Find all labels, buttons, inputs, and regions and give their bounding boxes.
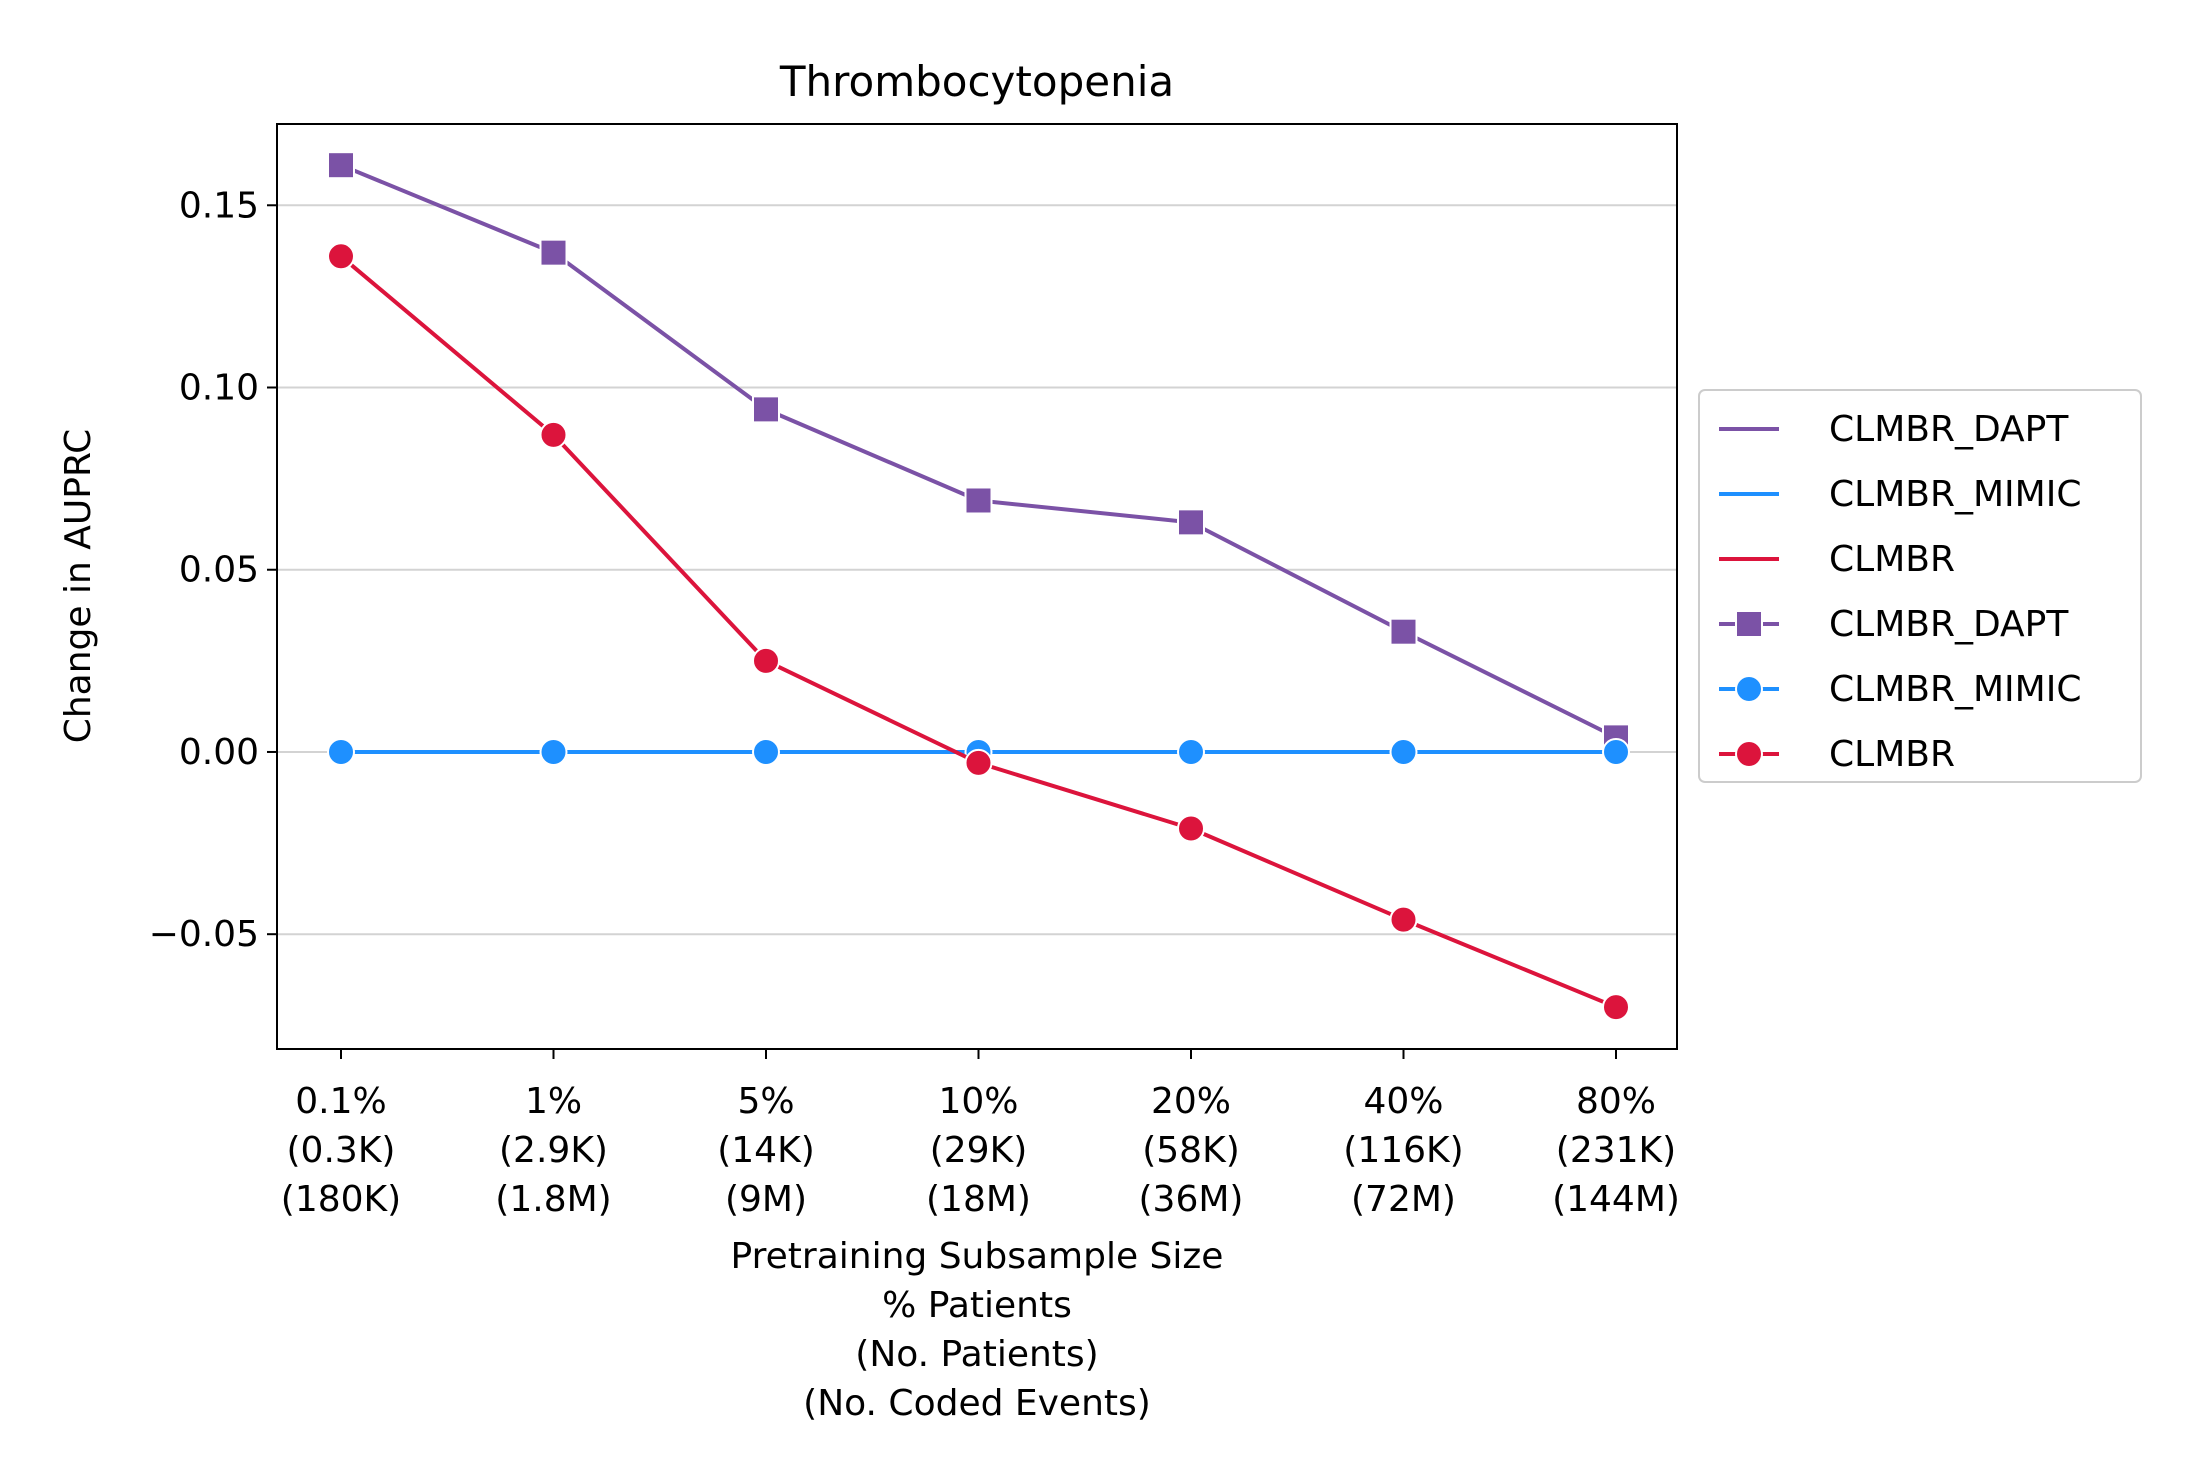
x-tick-label: (144M) xyxy=(1552,1179,1680,1220)
data-point xyxy=(1389,905,1418,934)
data-point xyxy=(539,420,568,449)
x-tick-label: (116K) xyxy=(1343,1130,1463,1171)
legend-items: CLMBR_DAPT CLMBR_MIMIC CLMBR CLMBR_DAPT CLMB… xyxy=(1719,409,2081,775)
x-tick-label: 5% xyxy=(737,1081,794,1122)
x-tick-label: (231K) xyxy=(1556,1130,1676,1171)
data-point xyxy=(1177,814,1205,843)
x-axis-label-line: (No. Coded Events) xyxy=(803,1383,1151,1424)
legend: CLMBR_DAPT CLMBR_MIMIC CLMBR CLMBR_DAPT CLMB… xyxy=(1698,389,2142,783)
y-tick-label: −0.05 xyxy=(149,914,259,955)
data-point xyxy=(752,395,780,424)
x-tick-label: 1% xyxy=(525,1081,582,1122)
x-tick-label: (58K) xyxy=(1142,1130,1240,1171)
x-tick-label: (1.8M) xyxy=(495,1179,611,1220)
y-tick-label: 0.00 xyxy=(179,732,259,773)
x-tick-label: (180K) xyxy=(281,1179,401,1220)
legend-entry: CLMBR_MIMIC xyxy=(1719,474,2081,515)
data-point xyxy=(1177,508,1205,537)
x-tick-label: (36M) xyxy=(1139,1179,1244,1220)
chart-title: Thrombocytopenia xyxy=(779,57,1174,106)
data-point xyxy=(327,242,355,271)
legend-marker xyxy=(1735,610,1763,638)
legend-marker xyxy=(1735,740,1763,768)
data-point xyxy=(752,646,780,675)
y-tick-label: 0.10 xyxy=(179,368,259,409)
x-tick-label: (14K) xyxy=(717,1130,815,1171)
data-point xyxy=(964,748,993,777)
data-point xyxy=(1389,617,1418,646)
data-point xyxy=(327,151,355,180)
x-tick-label: (0.3K) xyxy=(287,1130,396,1171)
legend-marker xyxy=(1735,675,1763,703)
legend-entry: CLMBR xyxy=(1719,539,1955,580)
series-clmbr xyxy=(327,242,1630,1022)
x-axis-label-line: % Patients xyxy=(882,1285,1072,1326)
x-tick-label: 40% xyxy=(1363,1081,1443,1122)
plot-frame xyxy=(276,123,1678,1050)
x-tick-label: (29K) xyxy=(930,1130,1028,1171)
y-axis-label: Change in AUPRC xyxy=(58,429,99,744)
legend-label: CLMBR xyxy=(1829,734,1955,775)
legend-label: CLMBR_DAPT xyxy=(1829,604,2069,645)
legend-label: CLMBR_MIMIC xyxy=(1829,474,2081,515)
data-point xyxy=(964,486,993,515)
data-point xyxy=(1389,737,1418,766)
series-group xyxy=(327,151,1630,1022)
data-point xyxy=(539,238,568,267)
data-point xyxy=(1177,737,1205,766)
x-axis-ticks: 0.1% (0.3K) (180K) 1% (2.9K) (1.8M) 5% (14K) (9M… xyxy=(281,1049,1680,1220)
x-tick-label: 20% xyxy=(1151,1081,1231,1122)
x-tick-label: (2.9K) xyxy=(499,1130,608,1171)
legend-label: CLMBR_DAPT xyxy=(1829,409,2069,450)
data-point xyxy=(752,737,780,766)
x-tick-label: (72M) xyxy=(1351,1179,1456,1220)
data-point xyxy=(327,737,355,766)
data-point xyxy=(1602,993,1630,1022)
legend-label: CLMBR_MIMIC xyxy=(1829,669,2081,710)
legend-entry: CLMBR_MIMIC xyxy=(1719,669,2081,710)
x-tick-label: 0.1% xyxy=(295,1081,386,1122)
legend-entry: CLMBR_DAPT xyxy=(1719,409,2069,450)
data-point xyxy=(1602,737,1630,766)
x-tick-label: 10% xyxy=(938,1081,1018,1122)
legend-entry: CLMBR xyxy=(1719,734,1955,775)
legend-label: CLMBR xyxy=(1829,539,1955,580)
x-tick-label: (9M) xyxy=(725,1179,807,1220)
x-axis-label: Pretraining Subsample Size % Patients (N… xyxy=(731,1236,1224,1424)
y-tick-label: 0.15 xyxy=(179,185,259,226)
legend-box xyxy=(1698,389,2142,783)
x-axis-label-line: (No. Patients) xyxy=(855,1334,1098,1375)
x-axis-label-line: Pretraining Subsample Size xyxy=(731,1236,1224,1277)
x-tick-label: 80% xyxy=(1576,1081,1656,1122)
y-tick-label: 0.05 xyxy=(179,550,259,591)
x-tick-label: (18M) xyxy=(926,1179,1031,1220)
data-point xyxy=(539,737,568,766)
y-axis-ticks: −0.05 0.00 0.05 0.10 0.15 xyxy=(149,185,277,955)
legend-entry: CLMBR_DAPT xyxy=(1719,604,2069,645)
